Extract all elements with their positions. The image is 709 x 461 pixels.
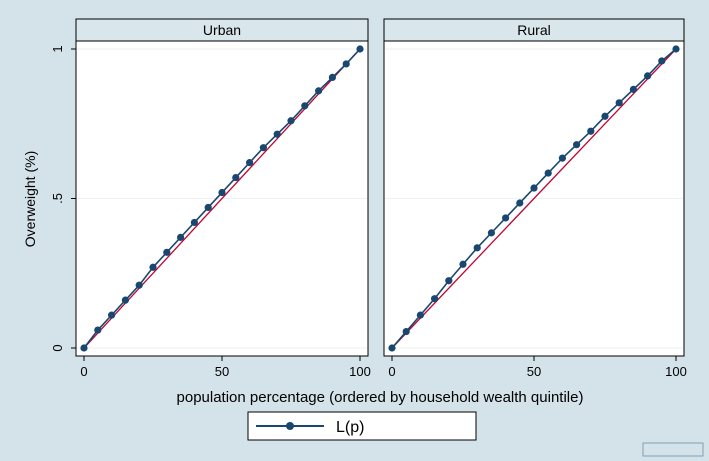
x-axis-title: population percentage (ordered by househ… [177,389,584,406]
data-point-rural-17 [629,85,638,93]
data-point-rural-12 [558,154,567,162]
corner-box [642,442,704,457]
data-point-rural-5 [459,260,467,268]
data-point-rural-13 [573,141,581,149]
y-axis-title: Overweight (%) [22,151,38,247]
legend-label: L(p) [336,419,364,436]
panel-urban-title: Urban [203,22,241,38]
equality-layer [83,48,677,349]
legend: L(p) [247,411,477,441]
equality-line-rural [391,48,677,349]
data-point-urban-3 [121,296,129,304]
data-point-urban-20 [356,45,364,53]
data-point-rural-2 [416,311,424,319]
data-point-rural-19 [658,57,666,65]
axis-layer: 0 50 100 0 .5 1 0 50 100 [50,45,687,379]
y-tick-label-2: 1 [50,45,65,52]
data-point-urban-12 [246,159,254,167]
data-point-urban-9 [204,203,212,212]
x-tick-label-rural-1: 50 [527,364,541,379]
data-point-urban-13 [259,144,267,152]
panel-rural-title: Rural [517,22,550,38]
x-tick-label-urban-1: 50 [215,364,229,379]
data-point-rural-1 [402,327,410,336]
x-tick-label-urban-2: 100 [349,364,371,379]
data-point-rural-4 [445,277,453,285]
data-point-rural-0 [388,344,396,352]
series-layer [80,45,680,352]
data-point-rural-14 [587,127,595,135]
grid-layer [77,48,683,349]
data-point-urban-11 [232,173,240,182]
data-point-urban-15 [287,117,295,125]
data-point-urban-10 [218,188,226,197]
equality-line-urban [83,48,361,349]
y-tick-label-1: .5 [50,193,65,204]
data-point-rural-15 [601,112,609,120]
y-tick-label-0: 0 [50,344,65,351]
data-point-urban-17 [315,87,323,95]
data-point-urban-18 [328,73,336,82]
data-point-rural-6 [473,244,481,252]
data-point-urban-8 [190,218,198,227]
data-point-rural-11 [544,169,552,177]
data-point-rural-16 [615,99,623,107]
data-point-urban-6 [163,248,171,256]
x-tick-label-rural-2: 100 [665,364,687,379]
x-tick-label-urban-0: 0 [80,364,87,379]
data-point-urban-5 [149,263,157,271]
data-point-urban-1 [94,326,102,334]
data-point-urban-0 [80,344,88,352]
data-point-rural-9 [516,199,524,207]
data-point-rural-10 [530,184,538,192]
data-point-urban-14 [273,130,281,138]
data-point-rural-7 [487,229,495,237]
data-point-rural-18 [644,72,652,80]
data-point-rural-3 [431,295,439,303]
x-tick-label-rural-0: 0 [388,364,395,379]
data-point-rural-20 [672,45,680,53]
legend-marker-swatch [286,422,294,430]
data-point-urban-16 [301,102,309,110]
data-point-rural-8 [502,214,510,222]
data-point-urban-19 [342,60,350,68]
data-point-urban-4 [135,281,143,289]
data-point-urban-2 [108,311,116,319]
data-point-urban-7 [177,233,185,241]
